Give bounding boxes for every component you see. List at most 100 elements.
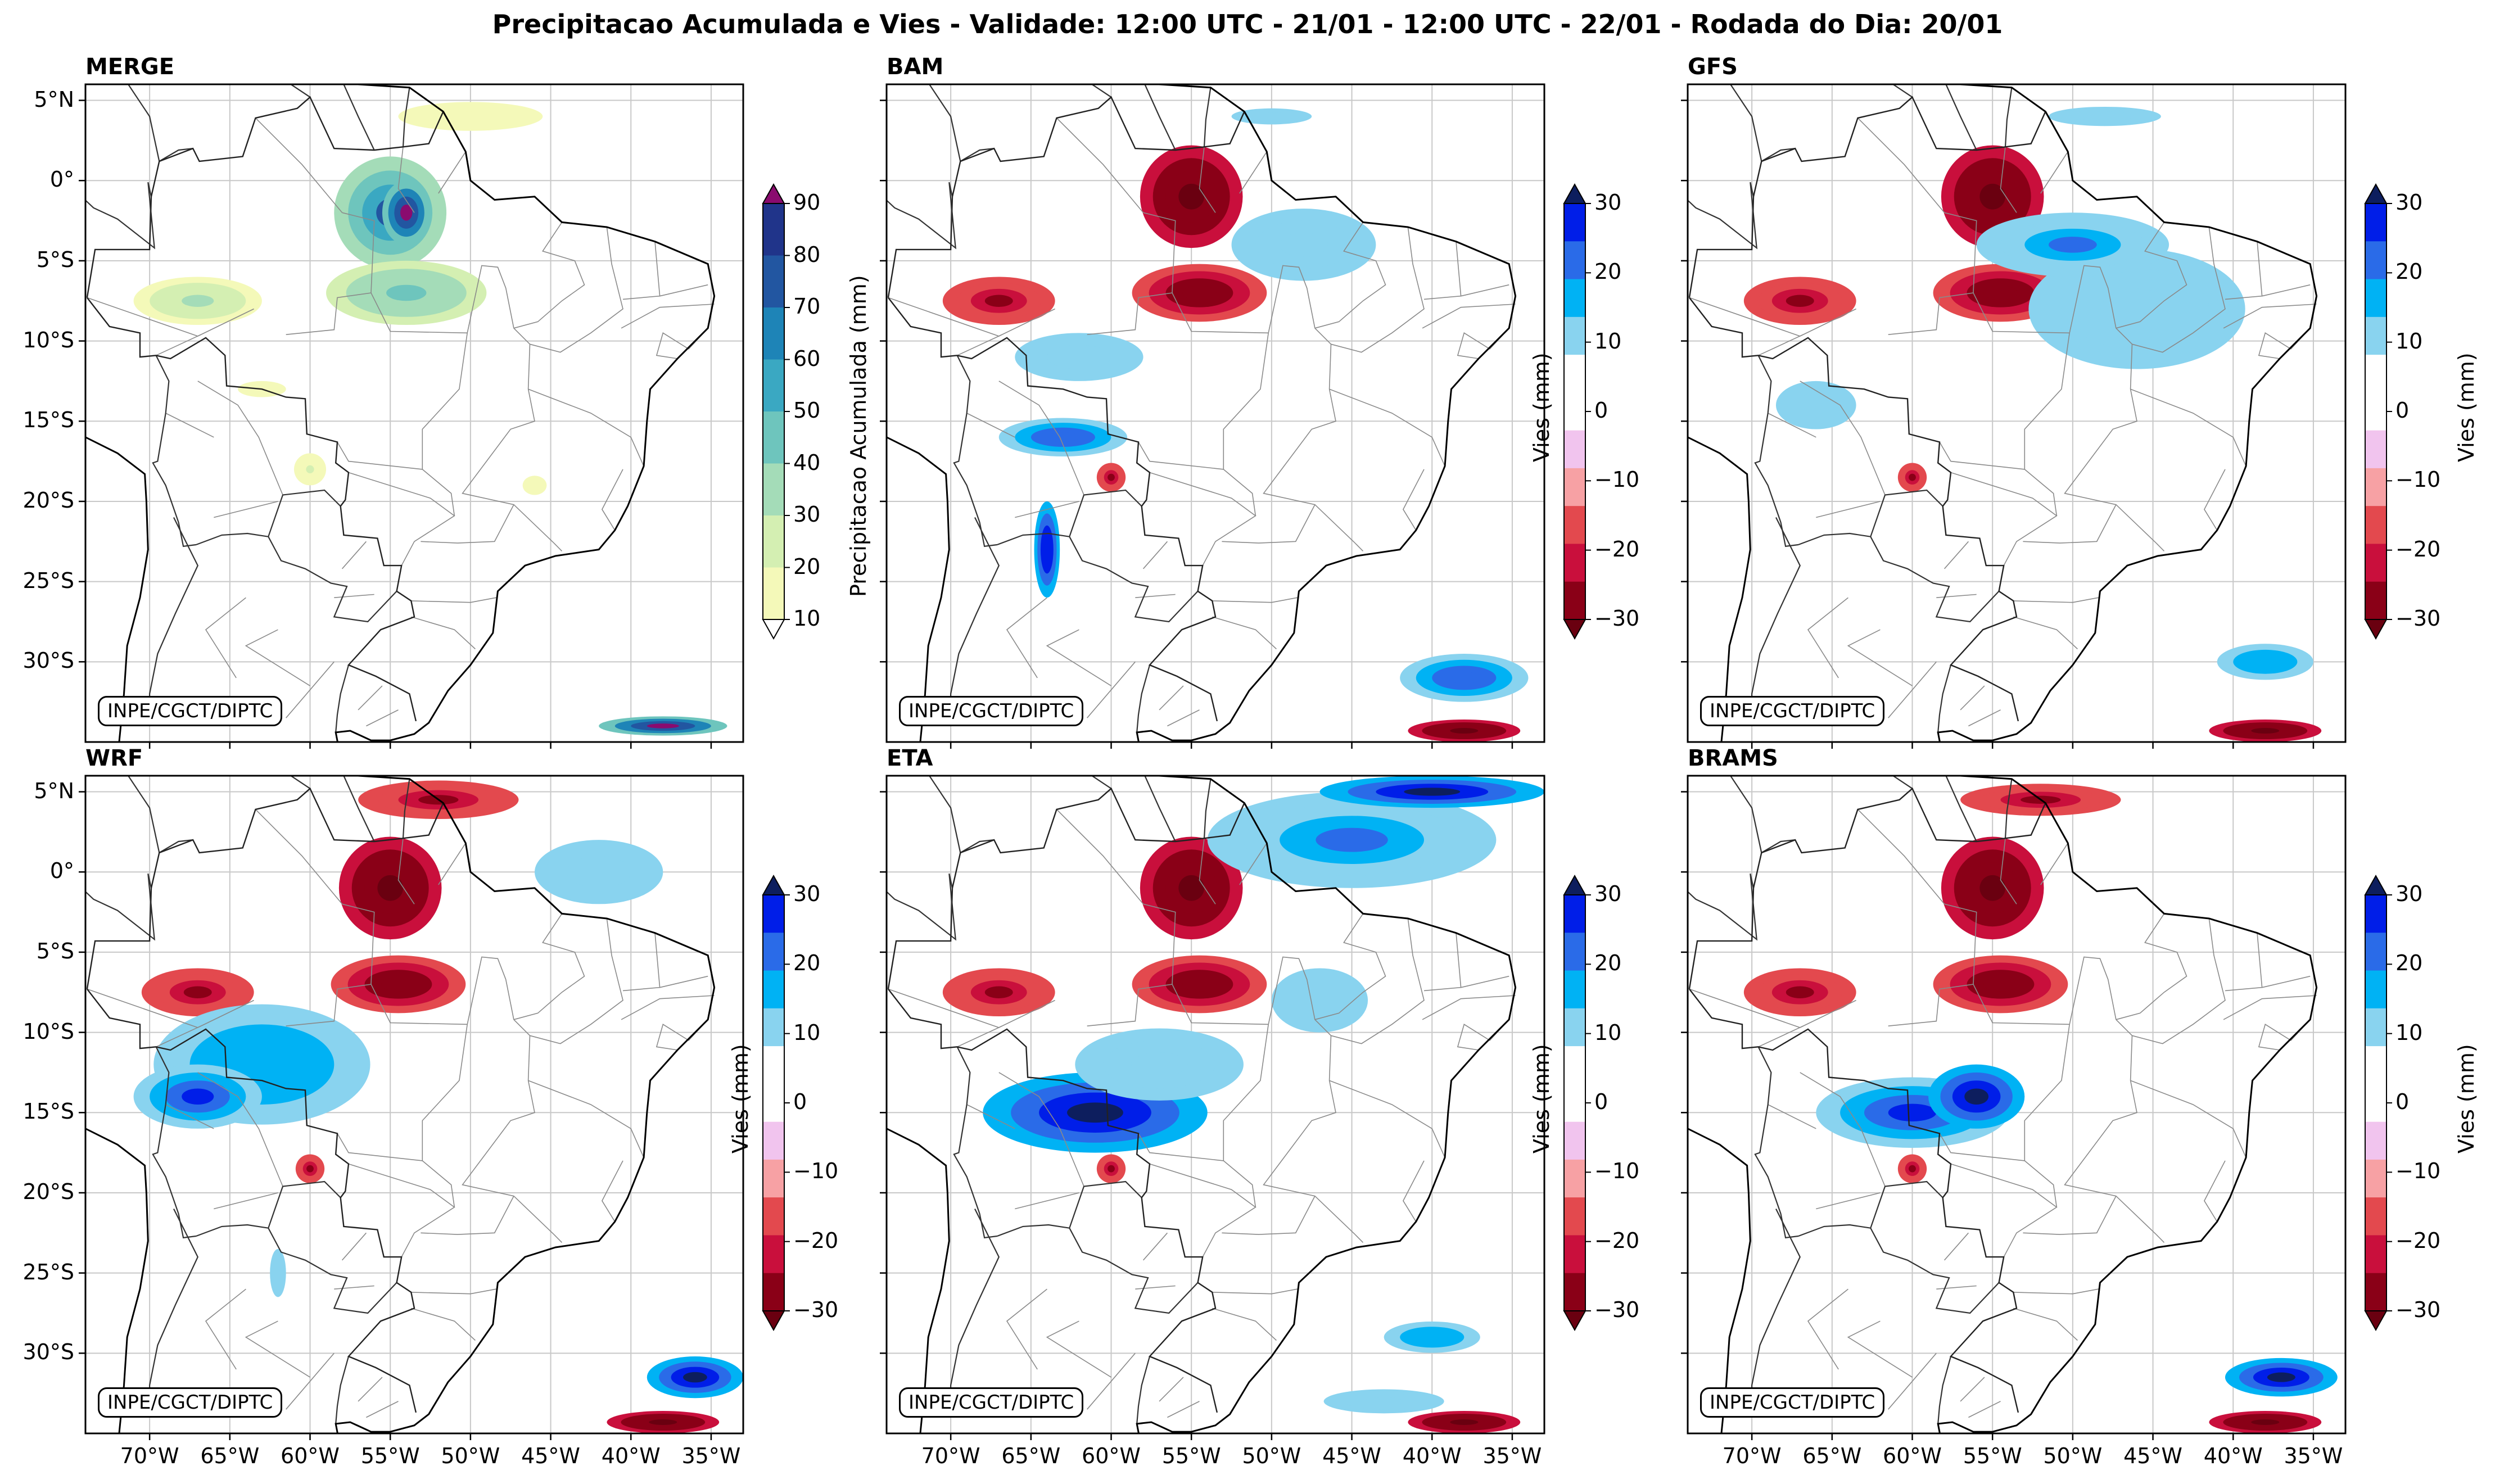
colorbar-band xyxy=(763,895,784,933)
state-border xyxy=(370,984,468,1025)
lat-tick-label: 25°S xyxy=(22,1259,74,1284)
colorbar-band xyxy=(763,1235,784,1274)
colorbar-tick-label: 10 xyxy=(793,606,821,631)
colorbar-tick-label: 80 xyxy=(793,242,821,267)
country-border xyxy=(152,1046,197,1239)
colorbar-band xyxy=(2365,430,2386,469)
colorbar-bias xyxy=(1563,874,1591,1332)
colorbar-band xyxy=(763,567,784,620)
country-border xyxy=(1203,779,1212,839)
state-border xyxy=(888,297,1055,337)
state-border xyxy=(370,292,468,334)
credit-label: INPE/CGCT/DIPTC xyxy=(1700,1387,1885,1418)
country-border xyxy=(343,776,375,842)
coastline xyxy=(335,84,716,742)
bias-field-blob xyxy=(1182,286,1217,300)
colorbar-band xyxy=(763,307,784,360)
country-border xyxy=(268,1180,341,1229)
state-border xyxy=(342,541,367,569)
state-border xyxy=(165,1104,214,1129)
bias-field-blob xyxy=(1108,473,1115,481)
bias-field-blob xyxy=(1404,788,1461,796)
colorbar-extend-min xyxy=(762,619,785,640)
lat-tick-label: 5°S xyxy=(36,247,74,272)
state-border xyxy=(214,501,278,518)
bias-field-blob xyxy=(1131,1052,1188,1077)
bias-field-blob xyxy=(1280,232,1328,257)
state-border xyxy=(438,151,466,194)
lon-tick-label: 65°W xyxy=(1001,1444,1061,1468)
state-border xyxy=(1402,1160,1425,1222)
panel-title: ETA xyxy=(887,745,933,771)
state-border xyxy=(1888,212,1977,335)
state-border xyxy=(1689,297,1856,337)
state-border xyxy=(467,265,514,333)
colorbar-band xyxy=(2365,1121,2386,1160)
state-border xyxy=(156,334,201,356)
colorbar-bias xyxy=(2364,874,2392,1332)
state-border xyxy=(2064,1019,2157,1235)
coastline xyxy=(85,349,149,742)
bias-field-blob xyxy=(1067,1102,1123,1123)
colorbar-tick-label: 0 xyxy=(1594,1089,1608,1114)
country-border xyxy=(1870,489,1943,537)
state-border xyxy=(1087,1352,1136,1410)
bias-field-blob xyxy=(2049,237,2097,253)
state-border xyxy=(1939,441,2025,470)
precip-field-blob xyxy=(386,284,427,301)
lon-tick-label: 60°W xyxy=(1883,1444,1942,1468)
panel-title: BAM xyxy=(887,54,944,80)
state-border xyxy=(422,333,468,516)
lon-tick-label: 45°W xyxy=(521,1444,581,1468)
state-border xyxy=(1149,1163,1256,1257)
colorbar-band xyxy=(2365,544,2386,582)
state-border xyxy=(1015,1192,1079,1210)
lon-tick-label: 70°W xyxy=(1722,1444,1782,1468)
state-border xyxy=(1968,709,2001,727)
bias-field-blob xyxy=(1178,875,1205,901)
lon-tick-label: 35°W xyxy=(681,1444,741,1468)
state-border xyxy=(348,472,455,566)
colorbar-tick-label: 30 xyxy=(793,881,821,906)
state-border xyxy=(2132,918,2226,1044)
state-border xyxy=(1159,1377,1184,1402)
state-border xyxy=(2116,221,2187,329)
lat-tick-label: 25°S xyxy=(22,568,74,593)
country-border xyxy=(1729,776,1796,854)
state-border xyxy=(1758,1025,1804,1048)
state-border xyxy=(337,1133,423,1161)
state-border xyxy=(1968,1401,2001,1418)
colorbar-tick-label: −30 xyxy=(1594,606,1640,631)
state-border xyxy=(1314,913,1386,1020)
colorbar-tick-label: −10 xyxy=(2395,467,2441,492)
state-border xyxy=(998,1072,1084,1187)
country-border xyxy=(997,532,1199,623)
state-border xyxy=(421,1196,514,1235)
colorbar-extend-min xyxy=(2364,619,2388,640)
colorbar-tick-label: −20 xyxy=(1594,1228,1640,1253)
colorbar-band xyxy=(1564,316,1585,355)
state-border xyxy=(411,616,476,650)
bias-field-blob xyxy=(2251,728,2280,734)
state-border xyxy=(1268,956,1316,1025)
country-border xyxy=(127,776,193,854)
country-border xyxy=(1937,1356,1952,1424)
bias-field-blob xyxy=(2249,655,2281,668)
state-border xyxy=(337,441,423,470)
state-border xyxy=(957,1025,1002,1048)
colorbar-band xyxy=(2365,316,2386,355)
state-border xyxy=(1222,504,1316,544)
state-border xyxy=(1167,1401,1200,1418)
state-border xyxy=(87,297,254,337)
lat-tick-label: 0° xyxy=(49,167,74,192)
map-frame xyxy=(885,83,1545,743)
colorbar-extend-max xyxy=(2364,874,2388,895)
country-border xyxy=(1870,1180,1943,1229)
colorbar-band xyxy=(763,933,784,971)
colorbar-band xyxy=(1564,581,1585,620)
bias-field-blob xyxy=(984,295,1013,307)
state-border xyxy=(1354,542,1364,551)
state-border xyxy=(286,212,375,335)
lat-tick-label: 10°S xyxy=(22,327,74,352)
colorbar-band xyxy=(1564,392,1585,431)
